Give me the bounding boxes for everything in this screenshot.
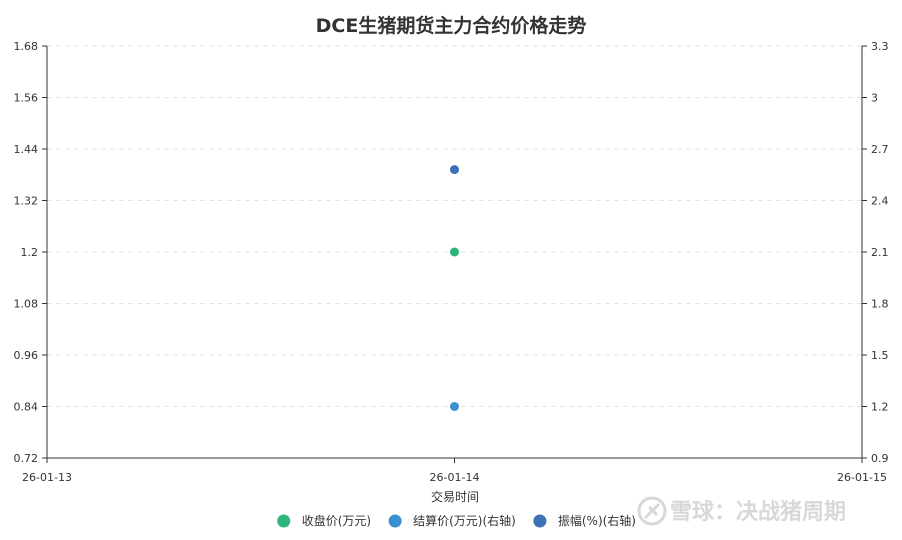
data-point-series-1 <box>450 247 459 257</box>
legend-label-3: 振幅(%)(右轴) <box>558 513 636 528</box>
y-left-tick-label: 0.72 <box>14 452 39 465</box>
y-left-tick-label: 1.68 <box>14 40 39 53</box>
y-right-tick-label: 0.9 <box>871 452 889 465</box>
y-right-tick-label: 1.2 <box>871 401 889 414</box>
legend-label-2: 结算价(万元)(右轴) <box>413 513 516 528</box>
y-right-tick-label: 2.4 <box>871 195 889 208</box>
x-axis-ticks: 26-01-13 26-01-14 26-01-15 <box>22 458 887 484</box>
x-tick-label: 26-01-13 <box>22 471 72 484</box>
watermark: 雪球：决战猪周期 <box>637 496 846 526</box>
x-axis-title: 交易时间 <box>431 489 479 504</box>
y-right-tick-label: 3 <box>871 92 878 105</box>
grid-lines <box>47 45 862 407</box>
legend-label-1: 收盘价(万元) <box>302 513 371 528</box>
x-tick-label: 26-01-14 <box>430 471 480 484</box>
y-left-tick-label: 1.56 <box>14 92 39 105</box>
y-left-tick-label: 1.44 <box>14 143 39 156</box>
y-right-tick-label: 2.1 <box>871 246 889 259</box>
legend-marker-3 <box>533 514 547 528</box>
y-left-tick-label: 1.32 <box>14 195 39 208</box>
y-left-tick-label: 1.08 <box>14 298 39 311</box>
y-left-tick-label: 0.84 <box>14 401 39 414</box>
legend: 收盘价(万元) 结算价(万元)(右轴) 振幅(%)(右轴) <box>277 513 636 528</box>
snowball-logo-icon <box>637 496 667 526</box>
y-right-tick-label: 2.7 <box>871 143 889 156</box>
legend-marker-1 <box>277 514 291 528</box>
data-point-series-3 <box>450 165 459 175</box>
legend-marker-2 <box>388 514 402 528</box>
data-points <box>450 165 459 411</box>
x-tick-label: 26-01-15 <box>837 471 887 484</box>
y-right-tick-label: 1.8 <box>871 298 889 311</box>
y-left-tick-label: 0.96 <box>14 349 39 362</box>
y-axis-left-ticks: 0.72 0.84 0.96 1.08 1.2 1.32 1.44 1.56 1.68 <box>14 40 47 465</box>
chart-title: DCE生猪期货主力合约价格走势 <box>316 14 587 37</box>
y-left-tick-label: 1.2 <box>21 246 39 259</box>
data-point-series-2 <box>450 402 459 411</box>
y-axis-right-ticks: 0.9 1.2 1.5 1.8 2.1 2.4 2.7 3 3.3 <box>862 40 889 465</box>
y-right-tick-label: 1.5 <box>871 349 889 362</box>
watermark-text: 雪球：决战猪周期 <box>670 499 846 525</box>
y-right-tick-label: 3.3 <box>871 40 889 53</box>
